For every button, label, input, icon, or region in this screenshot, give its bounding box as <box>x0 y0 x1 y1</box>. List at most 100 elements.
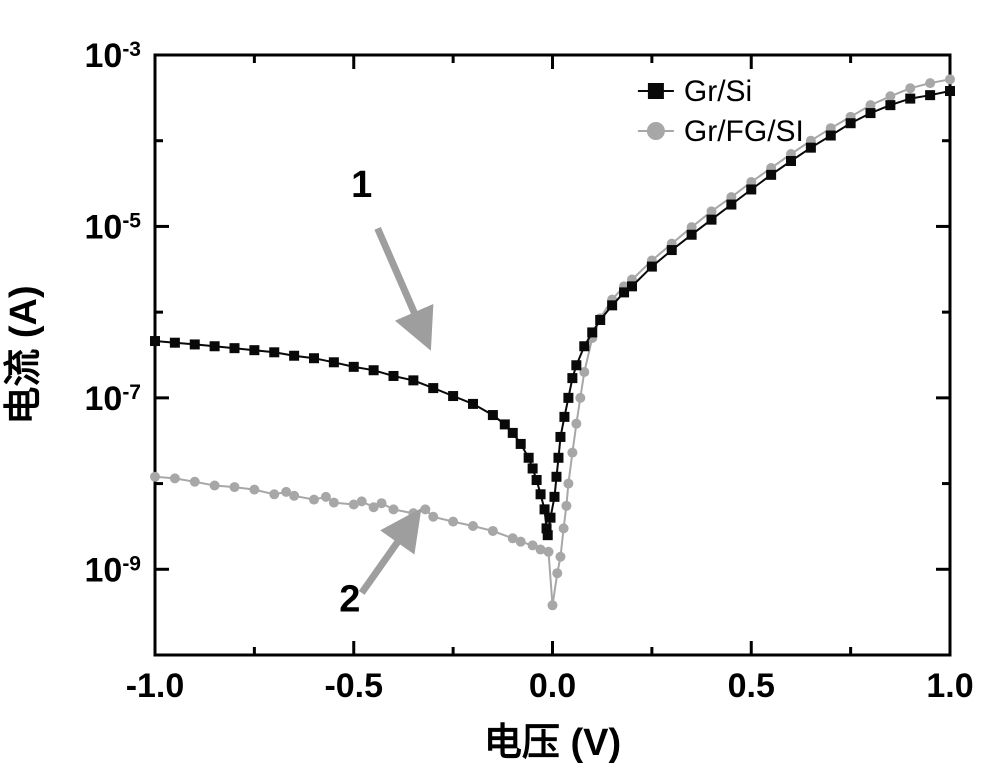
series-marker-square <box>555 432 565 442</box>
legend-label: Gr/Si <box>684 75 752 108</box>
series-marker-square <box>524 453 534 463</box>
series-marker-square <box>546 513 556 523</box>
series-marker-square <box>707 215 717 225</box>
series-marker-square <box>516 439 526 449</box>
series-marker-circle <box>885 91 895 101</box>
series-marker-square <box>945 86 955 96</box>
legend-label: Gr/FG/SI <box>684 115 804 148</box>
series-marker-circle <box>289 491 299 501</box>
series-marker-square <box>210 341 220 351</box>
series-marker-circle <box>150 472 160 482</box>
x-axis-label: 电压 (V) <box>484 722 621 764</box>
series-marker-square <box>309 353 319 363</box>
series-marker-circle <box>210 480 220 490</box>
series-marker-circle <box>269 489 279 499</box>
series-marker-circle <box>945 74 955 84</box>
series-marker-circle <box>555 552 565 562</box>
series-marker-square <box>488 410 498 420</box>
series-marker-circle <box>170 473 180 483</box>
series-marker-circle <box>468 521 478 531</box>
series-marker-square <box>170 338 180 348</box>
series-marker-square <box>587 327 597 337</box>
series-marker-square <box>150 336 160 346</box>
series-marker-circle <box>905 83 915 93</box>
x-tick-label: 0.5 <box>728 667 775 705</box>
series-marker-circle <box>377 498 387 508</box>
series-marker-square <box>448 391 458 401</box>
series-marker-square <box>230 343 240 353</box>
series-marker-circle <box>567 448 577 458</box>
series-marker-square <box>579 341 589 351</box>
series-marker-square <box>595 315 605 325</box>
series-marker-square <box>559 412 569 422</box>
series-marker-square <box>667 245 677 255</box>
series-marker-square <box>549 492 559 502</box>
series-marker-square <box>543 530 553 540</box>
series-marker-circle <box>925 78 935 88</box>
series-marker-square <box>866 108 876 118</box>
series-marker-circle <box>389 504 399 514</box>
series-marker-square <box>766 170 776 180</box>
series-marker-square <box>528 463 538 473</box>
series-marker-square <box>563 393 573 403</box>
series-marker-square <box>567 373 577 383</box>
series-marker-square <box>571 360 581 370</box>
series-marker-circle <box>563 479 573 489</box>
series-marker-square <box>508 428 518 438</box>
series-marker-circle <box>548 600 558 610</box>
series-marker-circle <box>190 477 200 487</box>
series-marker-square <box>905 94 915 104</box>
series-marker-square <box>269 347 279 357</box>
series-marker-circle <box>544 547 554 557</box>
series-marker-square <box>627 281 637 291</box>
x-tick-label: -1.0 <box>126 667 185 705</box>
iv-chart: -1.0-0.50.00.51.0电压 (V)10-910-710-510-3电… <box>0 0 1000 770</box>
x-tick-label: -0.5 <box>324 667 383 705</box>
series-marker-square <box>925 90 935 100</box>
series-marker-square <box>468 399 478 409</box>
series-marker-square <box>746 184 756 194</box>
series-marker-circle <box>249 485 259 495</box>
series-marker-square <box>536 489 546 499</box>
series-marker-square <box>349 362 359 372</box>
series-marker-square <box>726 200 736 210</box>
series-marker-circle <box>552 568 562 578</box>
series-marker-square <box>806 143 816 153</box>
series-marker-square <box>408 375 418 385</box>
series-marker-square <box>687 230 697 240</box>
series-marker-square <box>369 365 379 375</box>
annotation-label: 1 <box>351 164 372 206</box>
y-axis-label: 电流 (A) <box>3 285 45 424</box>
series-marker-circle <box>329 498 339 508</box>
series-marker-square <box>551 472 561 482</box>
series-marker-circle <box>428 512 438 522</box>
series-marker-circle <box>561 501 571 511</box>
series-marker-circle <box>571 419 581 429</box>
series-marker-square <box>607 300 617 310</box>
series-marker-square <box>289 351 299 361</box>
series-marker-square <box>389 371 399 381</box>
series-marker-square <box>553 453 563 463</box>
series-marker-square <box>249 345 259 355</box>
series-marker-circle <box>309 495 319 505</box>
series-marker-square <box>647 262 657 272</box>
series-marker-circle <box>357 496 367 506</box>
series-marker-square <box>826 131 836 141</box>
series-marker-square <box>532 475 542 485</box>
series-marker-square <box>329 357 339 367</box>
series-marker-circle <box>230 482 240 492</box>
series-marker-square <box>846 118 856 128</box>
series-marker-circle <box>559 523 569 533</box>
series-marker-square <box>428 383 438 393</box>
x-tick-label: 1.0 <box>926 667 973 705</box>
series-marker-circle <box>420 504 430 514</box>
series-marker-circle <box>488 526 498 536</box>
series-marker-circle <box>408 508 418 518</box>
series-marker-circle <box>516 537 526 547</box>
series-marker-circle <box>575 393 585 403</box>
series-marker-square <box>885 100 895 110</box>
series-marker-square <box>786 156 796 166</box>
series-marker-circle <box>448 517 458 527</box>
x-tick-label: 0.0 <box>529 667 576 705</box>
series-marker-square <box>190 339 200 349</box>
